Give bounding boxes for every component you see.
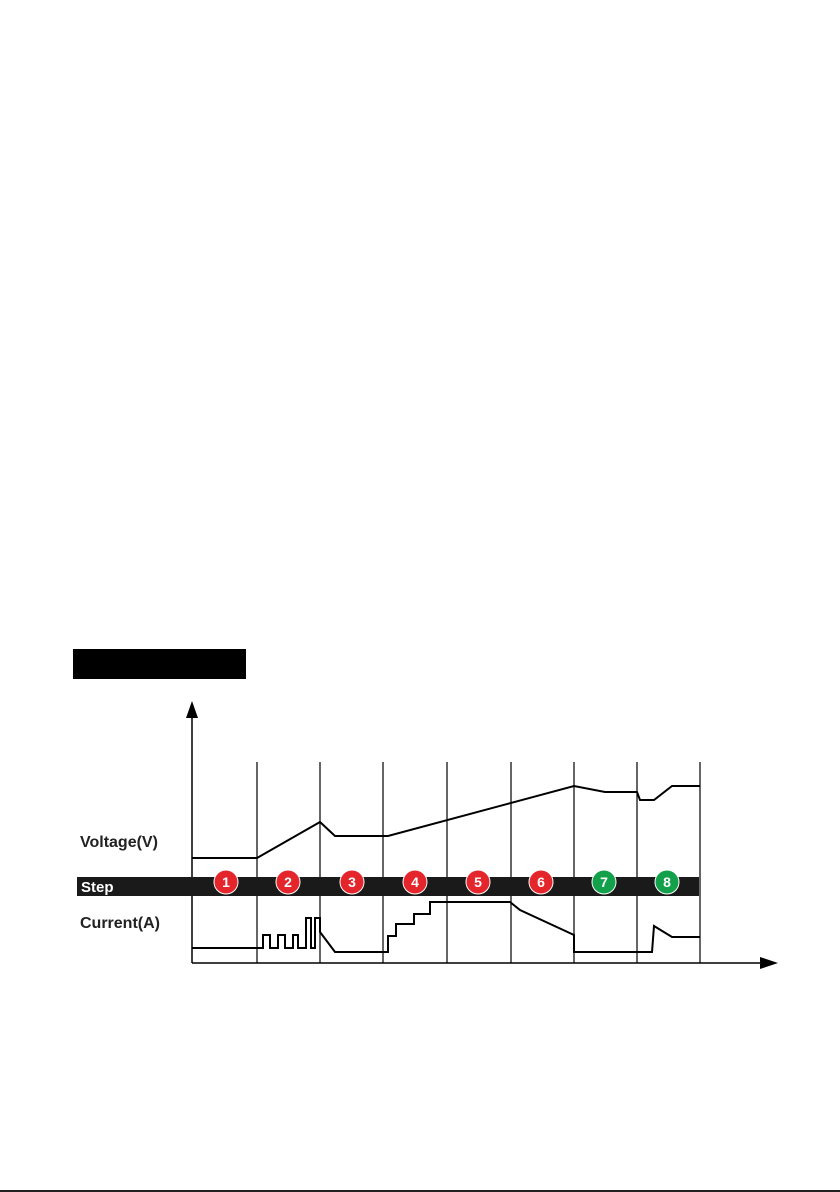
step-marker-circle bbox=[339, 869, 365, 895]
step-marker-circle bbox=[654, 869, 680, 895]
step-number: 1 bbox=[222, 874, 230, 890]
step-marker-circle bbox=[591, 869, 617, 895]
bottom-rule bbox=[0, 1190, 840, 1192]
step-marker: 7 bbox=[591, 869, 617, 895]
step-number: 4 bbox=[411, 874, 419, 890]
section-header-bar bbox=[73, 649, 246, 679]
step-number: 5 bbox=[474, 874, 482, 890]
step-marker: 5 bbox=[465, 869, 491, 895]
step-marker-circle bbox=[275, 869, 301, 895]
step-marker: 8 bbox=[654, 869, 680, 895]
current-waveform bbox=[192, 901, 700, 953]
voltage-waveform bbox=[192, 784, 700, 859]
step-marker: 3 bbox=[339, 869, 365, 895]
step-number: 3 bbox=[348, 874, 356, 890]
step-number: 7 bbox=[600, 874, 608, 890]
step-marker: 2 bbox=[275, 869, 301, 895]
step-marker-circle bbox=[465, 869, 491, 895]
step-marker: 4 bbox=[402, 869, 428, 895]
step-marker-circle bbox=[402, 869, 428, 895]
voltage-label: Voltage(V) bbox=[80, 834, 158, 851]
step-label: Step bbox=[81, 879, 114, 896]
step-marker-circle bbox=[213, 869, 239, 895]
current-label: Current(A) bbox=[80, 915, 160, 932]
step-number: 2 bbox=[284, 874, 292, 890]
step-marker: 6 bbox=[528, 869, 554, 895]
step-number: 8 bbox=[663, 874, 671, 890]
x-axis-arrow bbox=[760, 957, 778, 969]
step-number: 6 bbox=[537, 874, 545, 890]
step-dividers bbox=[256, 762, 701, 963]
step-marker-circle bbox=[528, 869, 554, 895]
y-axis-arrow bbox=[186, 701, 198, 718]
step-marker: 1 bbox=[213, 869, 239, 895]
